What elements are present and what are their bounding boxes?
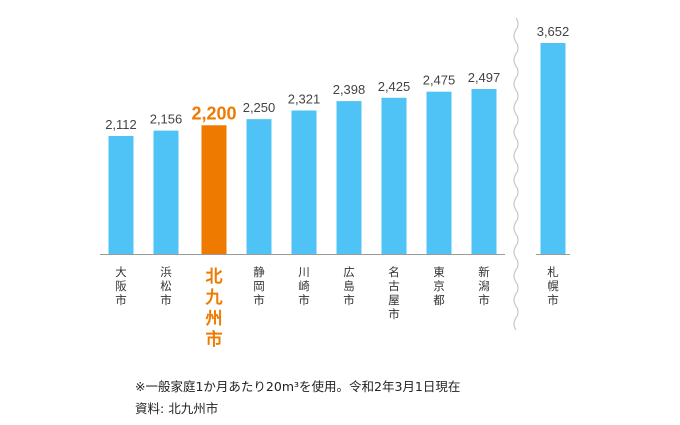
category-char: 東 xyxy=(433,265,445,279)
category-char: 屋 xyxy=(388,293,400,307)
category-label-7: 名古屋市 xyxy=(388,265,400,321)
value-label-5: 2,321 xyxy=(288,91,321,106)
category-char: 市 xyxy=(478,293,490,307)
category-char: 浜 xyxy=(160,265,172,279)
category-char: 静 xyxy=(253,265,265,279)
category-label-10: 札幌市 xyxy=(547,265,559,307)
bar-6 xyxy=(336,101,362,254)
category-char: 市 xyxy=(115,293,127,307)
category-char: 島 xyxy=(343,279,355,293)
bar-4 xyxy=(246,119,272,254)
category-label-8: 東京都 xyxy=(433,265,445,307)
value-label-9: 2,497 xyxy=(468,70,501,85)
category-char: 都 xyxy=(433,293,445,307)
category-char: 阪 xyxy=(115,279,127,293)
value-label-10: 3,652 xyxy=(537,24,570,39)
footnote: ※一般家庭1か月あたり20m³を使用。令和2年3月1日現在 xyxy=(135,379,461,394)
category-label-1: 大阪市 xyxy=(115,265,127,307)
category-char: 州 xyxy=(205,309,223,329)
category-char: 市 xyxy=(160,293,172,307)
value-label-3: 2,200 xyxy=(191,103,236,123)
category-char: 崎 xyxy=(298,279,310,293)
bar-8 xyxy=(426,91,452,254)
category-char: 市 xyxy=(547,293,559,307)
category-char: 市 xyxy=(343,293,355,307)
value-label-1: 2,112 xyxy=(105,117,137,132)
category-char: 市 xyxy=(298,293,310,307)
category-char: 市 xyxy=(253,293,265,307)
category-char: 川 xyxy=(298,265,310,279)
value-label-4: 2,250 xyxy=(243,100,276,115)
source-note: 資料: 北九州市 xyxy=(135,398,218,417)
bar-5 xyxy=(291,110,317,254)
category-char: 潟 xyxy=(478,279,490,293)
bar-1 xyxy=(108,136,134,254)
bar-3 xyxy=(201,125,227,254)
source-value: 北九州市 xyxy=(168,401,219,416)
category-label-3: 北九州市 xyxy=(205,267,223,350)
category-char: 幌 xyxy=(547,279,559,293)
category-label-4: 静岡市 xyxy=(253,265,265,307)
bar-chart: 2,112大阪市2,156浜松市2,200北九州市2,250静岡市2,321川崎… xyxy=(100,17,570,350)
bar-7 xyxy=(381,97,407,254)
category-label-5: 川崎市 xyxy=(298,265,310,307)
bar-2 xyxy=(153,130,179,254)
category-char: 新 xyxy=(478,265,490,279)
category-char: 松 xyxy=(160,279,172,293)
category-char: 市 xyxy=(388,307,400,321)
value-label-6: 2,398 xyxy=(333,82,366,97)
category-char: 九 xyxy=(205,288,223,308)
category-char: 京 xyxy=(433,279,445,293)
value-label-7: 2,425 xyxy=(378,79,411,94)
category-label-6: 広島市 xyxy=(343,265,355,307)
value-label-8: 2,475 xyxy=(423,73,456,88)
bar-9 xyxy=(471,89,497,254)
category-label-9: 新潟市 xyxy=(478,265,490,307)
category-char: 北 xyxy=(206,267,223,287)
category-char: 名 xyxy=(388,265,400,279)
category-char: 広 xyxy=(343,265,355,279)
category-char: 岡 xyxy=(253,279,265,293)
category-char: 札 xyxy=(547,265,559,279)
source-label: 資料: xyxy=(135,401,165,416)
value-label-2: 2,156 xyxy=(150,112,183,127)
category-char: 古 xyxy=(388,279,400,293)
category-label-2: 浜松市 xyxy=(160,265,172,307)
axis-break-line xyxy=(513,17,519,331)
category-char: 大 xyxy=(115,265,127,279)
bar-10 xyxy=(540,43,566,254)
category-char: 市 xyxy=(206,329,223,350)
